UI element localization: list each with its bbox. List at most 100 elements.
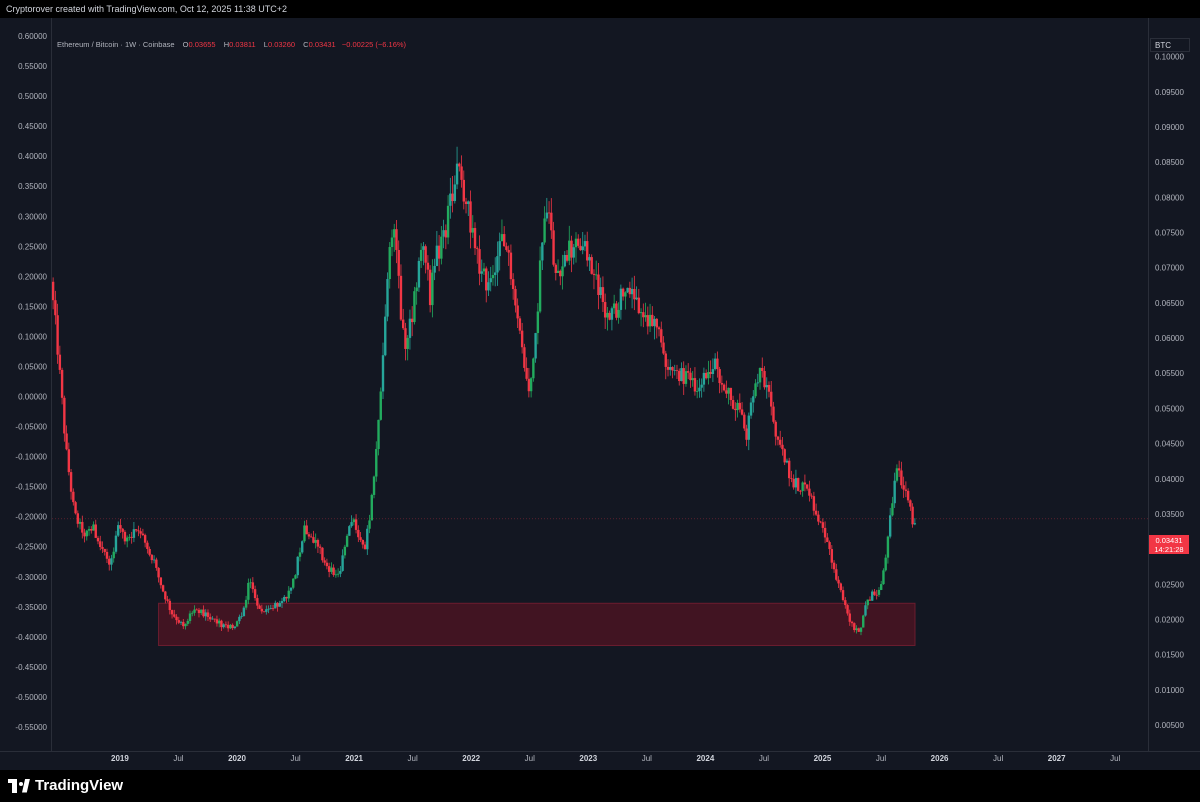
candle [666,359,670,377]
candle-body [879,584,883,590]
symbol-legend[interactable]: Ethereum / Bitcoin · 1W · Coinbase O0.03… [57,40,406,49]
candle-body [689,372,692,381]
candle-body [150,554,154,561]
candle [496,241,499,286]
candle-body [85,530,88,537]
candle-body [271,608,275,609]
candle-body [51,281,55,301]
tradingview-logo[interactable]: TradingView [8,777,123,794]
candle [583,234,587,252]
symbol-title: Ethereum / Bitcoin · 1W · Coinbase [57,40,175,49]
candle-body [200,609,203,614]
candle-body [509,252,513,280]
candle-body [78,521,82,524]
candle [455,146,459,190]
candle-body [875,594,878,596]
candle-body [502,234,506,247]
candle [197,608,201,618]
chart-area[interactable]: 0.60000 0.55000 0.50000 0.45000 0.40000 0.350… [0,18,1200,783]
candle [606,306,609,331]
candle-body [123,531,127,542]
candle-body [776,436,780,440]
candle [819,520,822,524]
candle [731,395,735,410]
candle-body [96,537,100,542]
candle-body [458,163,461,167]
candle [568,225,571,266]
candle-body [173,614,176,617]
candle-body [345,535,349,547]
candle-body [862,615,865,628]
candle [110,554,113,571]
candle [63,395,66,442]
candle [669,359,672,376]
candle [90,526,93,534]
candle-body [597,274,600,295]
candle [334,569,338,578]
candle-body [244,599,248,608]
candle-body [651,314,654,327]
candle-body [375,449,378,477]
candle [873,588,876,596]
candle-body [166,599,169,601]
candle [756,373,759,387]
time-tick-label: Jul [173,754,183,763]
candle-body [267,608,270,610]
candle [289,587,293,594]
candle-body [633,288,636,300]
candle [453,175,457,204]
candle-body [388,247,391,280]
candle-body [577,238,580,246]
attribution-text: Cryptorover created with TradingView.com… [6,4,288,14]
candle-body [193,609,196,613]
candle-body [866,599,869,606]
time-tick-label: 2022 [462,754,480,763]
candle [509,244,513,286]
currency-selector[interactable]: BTC [1150,38,1190,52]
candle-body [292,578,295,588]
candle-body [413,291,416,323]
candle [265,605,268,615]
change-value: −0.00225 (−6.16%) [341,40,407,49]
candle [776,435,780,446]
candle-body [583,241,587,247]
candle-body [175,616,178,621]
candle-body [805,484,809,489]
candle [78,518,82,530]
candle [316,538,320,553]
candle-body [444,230,448,238]
candle [772,401,775,424]
left-tick-label: -0.50000 [15,693,47,702]
candle-body [574,238,578,248]
candle [388,242,391,289]
candle-body [323,560,326,563]
candle-body [693,378,697,392]
candle-body [274,602,277,609]
candle [269,604,272,610]
candle [624,291,627,310]
candle [150,554,154,564]
candle-body [424,246,427,263]
candle-body [619,288,623,310]
candle-body [258,605,261,609]
candle-body [229,624,232,629]
candle-body [570,240,573,258]
candlestick-chart[interactable]: 0.60000 0.55000 0.50000 0.45000 0.40000 0.350… [0,18,1200,770]
candle [729,387,733,406]
time-tick-label: 2027 [1048,754,1066,763]
candle [350,515,353,528]
candle [251,577,255,593]
right-tick-label: 0.09000 [1155,123,1184,132]
candle [491,265,495,286]
left-tick-label: 0.55000 [18,62,47,71]
candle-body [550,212,553,231]
candle-body [783,449,786,463]
candle-body [541,242,544,261]
candle [586,231,589,267]
time-tick-label: 2023 [579,754,597,763]
candle-body [265,609,268,612]
candle-body [359,537,362,540]
candle-body [897,468,901,471]
candle [839,582,843,593]
candle [799,489,802,495]
